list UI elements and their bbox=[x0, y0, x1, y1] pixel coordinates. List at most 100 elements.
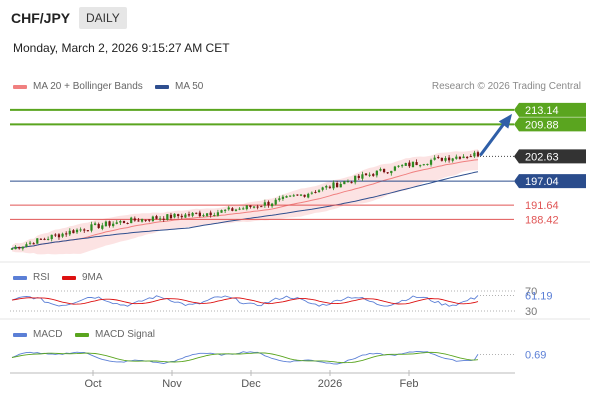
candle bbox=[289, 195, 292, 198]
candle-body bbox=[209, 212, 212, 216]
macd-signal-legend-label: MACD Signal bbox=[95, 329, 156, 340]
last-level-tag bbox=[514, 149, 586, 164]
candle-body bbox=[476, 152, 480, 157]
candle bbox=[274, 198, 277, 206]
candle bbox=[390, 170, 393, 176]
candle-body bbox=[169, 214, 173, 219]
candle-body bbox=[43, 238, 46, 240]
ma50-legend-label: MA 50 bbox=[175, 81, 204, 92]
candle bbox=[126, 222, 129, 225]
candle-body bbox=[220, 210, 223, 213]
candle-body bbox=[335, 182, 339, 188]
pair-title: CHF/JPY bbox=[11, 10, 71, 26]
candle-body bbox=[180, 215, 183, 218]
candle-body bbox=[224, 209, 227, 211]
candle-body bbox=[122, 220, 126, 223]
candle-body bbox=[216, 212, 220, 216]
candle-body bbox=[86, 230, 89, 232]
rsi-panel: 70 30 61.19 bbox=[10, 286, 553, 318]
candle bbox=[469, 154, 472, 158]
candle-body bbox=[144, 219, 147, 221]
candle bbox=[440, 157, 443, 162]
candle bbox=[10, 247, 14, 251]
candle-body bbox=[202, 215, 205, 217]
price-level-labels: 213.14 209.88 202.63 197.04 191.64 188.42 bbox=[514, 102, 586, 226]
candle bbox=[455, 154, 458, 160]
candle bbox=[458, 156, 462, 160]
x-tick-label: Oct bbox=[84, 378, 101, 390]
candle-body bbox=[252, 206, 256, 208]
candle bbox=[267, 200, 270, 208]
candle-body bbox=[47, 238, 50, 240]
candle bbox=[47, 236, 50, 241]
price-levels bbox=[10, 108, 514, 220]
candle bbox=[36, 238, 39, 244]
candle bbox=[122, 220, 126, 224]
candle-body bbox=[126, 222, 129, 224]
candle-body bbox=[437, 156, 440, 158]
macd-swatch bbox=[13, 332, 27, 337]
candle-body bbox=[285, 196, 288, 198]
candle bbox=[104, 220, 108, 227]
candle-body bbox=[54, 234, 57, 236]
candle bbox=[72, 229, 75, 234]
candle bbox=[310, 191, 313, 195]
candle bbox=[379, 167, 382, 172]
rsi-ma-swatch bbox=[62, 275, 76, 280]
candle-body bbox=[379, 169, 382, 171]
candle-body bbox=[458, 156, 462, 159]
candle bbox=[404, 162, 407, 166]
candle bbox=[224, 208, 227, 214]
candle-body bbox=[267, 201, 270, 206]
candle-body bbox=[310, 192, 313, 194]
timeframe-badge[interactable]: DAILY bbox=[79, 7, 127, 29]
candle-body bbox=[72, 230, 75, 234]
candle bbox=[466, 156, 469, 160]
candle-body bbox=[112, 223, 115, 227]
candle-body bbox=[408, 162, 411, 167]
candle bbox=[339, 181, 342, 188]
candle bbox=[198, 210, 201, 218]
candle bbox=[158, 216, 162, 222]
research-credit: Research © 2026 Trading Central bbox=[431, 81, 581, 92]
candle bbox=[173, 213, 176, 219]
candle-body bbox=[339, 183, 342, 188]
resistance-level-label: 213.14 bbox=[525, 105, 559, 117]
candle bbox=[119, 219, 122, 225]
candle bbox=[184, 213, 187, 218]
candle-body bbox=[166, 214, 169, 220]
forecast-arrow bbox=[479, 113, 513, 156]
candle bbox=[397, 165, 400, 168]
candle-body bbox=[401, 165, 404, 167]
candle-body bbox=[328, 186, 332, 188]
rsi-legend-label: RSI bbox=[33, 272, 50, 283]
candle bbox=[447, 155, 451, 163]
candle bbox=[296, 194, 299, 196]
candle-body bbox=[137, 220, 140, 222]
candle bbox=[155, 214, 158, 220]
candle-body bbox=[426, 163, 429, 165]
rsi-level-label: 30 bbox=[525, 306, 537, 318]
candle bbox=[32, 242, 35, 245]
rsi-line bbox=[11, 295, 479, 307]
candle bbox=[195, 212, 198, 215]
candle bbox=[386, 172, 389, 174]
candle-body bbox=[357, 175, 360, 178]
candle-body bbox=[296, 194, 299, 196]
candle bbox=[57, 233, 61, 240]
candle bbox=[476, 150, 480, 158]
candle-body bbox=[115, 222, 118, 224]
candle bbox=[93, 221, 97, 226]
candle-body bbox=[393, 166, 397, 171]
candle bbox=[437, 155, 440, 159]
candle bbox=[364, 172, 368, 176]
pivot-level-tag bbox=[514, 174, 586, 189]
candle-body bbox=[317, 190, 321, 193]
candle-body bbox=[90, 224, 93, 231]
candle-body bbox=[404, 163, 407, 166]
price-legend-bollinger: MA 20 + Bollinger Bands bbox=[13, 81, 143, 92]
x-tick-label: 2026 bbox=[318, 378, 342, 390]
candle bbox=[354, 175, 357, 185]
candle-body bbox=[104, 221, 108, 227]
candle-body bbox=[289, 195, 292, 197]
